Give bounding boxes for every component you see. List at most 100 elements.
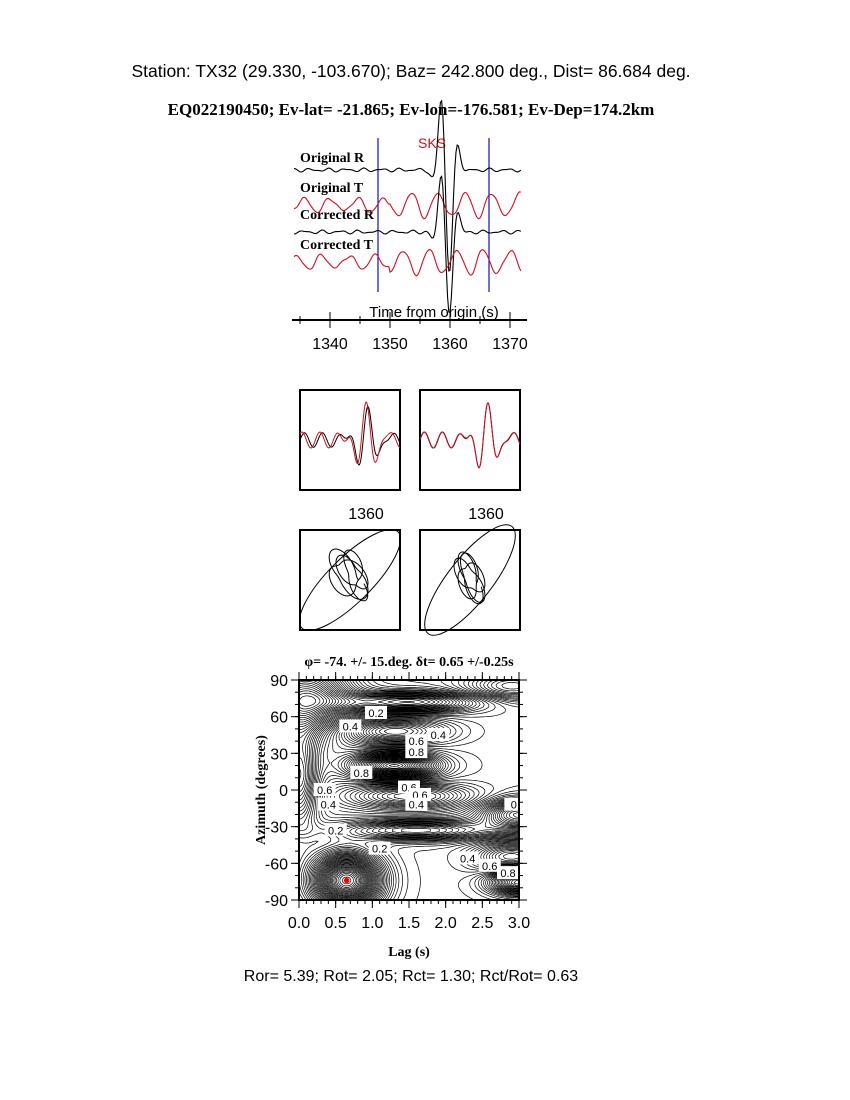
contour-label: 0.8 xyxy=(500,868,515,880)
corrected-particle-frame xyxy=(419,529,521,631)
contour-line xyxy=(299,695,407,896)
tick-label: 1360 xyxy=(432,336,468,353)
seismogram-panel: SKS Original R Original T Corrected R Co… xyxy=(292,99,528,353)
x-axis-label: Lag (s) xyxy=(388,945,430,960)
trace-corrected-t xyxy=(293,249,522,277)
event-title: EQ022190450; Ev-lat= -21.865; Ev-lon=-17… xyxy=(168,100,655,119)
contour-line xyxy=(337,873,356,888)
x-tick-label: 0.5 xyxy=(325,915,347,932)
y-tick-label: 30 xyxy=(270,746,288,763)
contour-line xyxy=(341,876,352,885)
x-tick-label: 3.0 xyxy=(508,915,530,932)
contour-label-bg xyxy=(504,797,527,811)
contour-line xyxy=(336,871,358,890)
tick-label: 1340 xyxy=(312,336,348,353)
series-label: Corrected T xyxy=(300,238,374,253)
y-tick-label: 0 xyxy=(279,783,288,800)
contour-line xyxy=(298,682,520,901)
contour-line xyxy=(298,690,411,898)
contour-label: 0.2 xyxy=(328,825,343,837)
contour-label: 0.2 xyxy=(372,844,387,856)
contour-label: 0.4 xyxy=(460,853,475,865)
best-fit-marker xyxy=(343,877,350,884)
contour-label-bg xyxy=(478,858,501,872)
contour-line xyxy=(328,762,404,895)
y-axis-label: Azimuth (degrees) xyxy=(254,735,269,845)
contour-label-bg xyxy=(405,745,428,759)
y-tick-label: -30 xyxy=(265,820,288,837)
trace-corrected-r xyxy=(293,175,522,313)
contour-line xyxy=(339,874,354,887)
x-tick-label: 2.5 xyxy=(471,915,493,932)
contour-label: 0.4 xyxy=(343,721,358,733)
y-tick-label: 60 xyxy=(270,710,288,727)
tick-label: 1350 xyxy=(372,336,408,353)
contour-label: 0.6 xyxy=(482,861,497,873)
series-label: Original T xyxy=(300,181,364,196)
contour-label-bg xyxy=(497,866,519,880)
trace-original-r xyxy=(293,99,522,272)
particle-motion-path xyxy=(453,551,486,605)
radial-overlay-trace xyxy=(299,405,401,466)
contour-line xyxy=(354,679,520,867)
contour-line xyxy=(339,679,520,869)
contour-title: φ= -74. +/- 15.deg. δt= 0.65 +/-0.25s xyxy=(304,655,514,670)
phase-label: SKS xyxy=(418,135,446,151)
tick-label: 1360 xyxy=(468,506,504,523)
tick-label: 1360 xyxy=(348,506,384,523)
energy-contours: 0.20.40.60.80.80.60.60.40.60.40.20.20.40… xyxy=(298,679,527,901)
contour-line xyxy=(332,868,362,893)
particle-motion-path xyxy=(328,548,369,602)
error-ellipse xyxy=(424,524,516,636)
contour-line xyxy=(329,764,400,895)
x-tick-label: 1.5 xyxy=(398,915,420,932)
contour-label-bg xyxy=(324,823,347,837)
x-tick-label: 2.0 xyxy=(435,915,457,932)
contour-line xyxy=(298,680,520,901)
trace-original-t xyxy=(293,191,522,220)
y-tick-label: 90 xyxy=(270,673,288,690)
contour-label: 0.4 xyxy=(431,730,446,742)
transverse-overlay-trace xyxy=(419,402,521,469)
contour-label-bg xyxy=(313,783,336,796)
time-axis-label: Time from origin (s) xyxy=(369,304,498,321)
transverse-overlay-trace xyxy=(299,401,401,464)
station-title: Station: TX32 (29.330, -103.670); Baz= 2… xyxy=(131,61,690,81)
contour-line xyxy=(298,692,409,897)
contour-label: 0.8 xyxy=(354,768,369,780)
contour-label-bg xyxy=(365,706,387,719)
contour-label-bg xyxy=(350,765,373,779)
contour-label: 0.4 xyxy=(321,800,336,812)
series-label: Original R xyxy=(300,151,365,166)
y-tick-label: -90 xyxy=(265,893,288,910)
contour-label-bg xyxy=(368,841,391,855)
contour-label-bg xyxy=(427,728,450,741)
tick-label: 1370 xyxy=(492,336,528,353)
contour-line xyxy=(333,869,360,892)
contour-line xyxy=(298,684,416,900)
contour-line xyxy=(331,867,363,894)
contour-label: 0.8 xyxy=(409,747,424,759)
contour-label: 0.4 xyxy=(409,800,424,812)
contour-label-bg xyxy=(339,719,362,733)
contour-line xyxy=(334,870,359,891)
contour-line xyxy=(298,688,413,899)
contour-line xyxy=(298,686,414,899)
contour-label-bg xyxy=(409,787,431,801)
x-tick-label: 0.0 xyxy=(288,915,310,932)
series-label: Corrected R xyxy=(300,208,375,223)
contour-label-bg xyxy=(317,797,340,811)
ratio-summary: Ror= 5.39; Rot= 2.05; Rct= 1.30; Rct/Rot… xyxy=(244,968,579,985)
contour-label: 0. xyxy=(511,800,520,812)
y-tick-label: -60 xyxy=(265,856,288,873)
original-particle-frame xyxy=(299,529,401,631)
x-tick-label: 1.0 xyxy=(361,915,383,932)
error-ellipse xyxy=(298,528,402,632)
corrected-overlay-frame xyxy=(419,389,521,491)
contour-label-bg xyxy=(405,734,428,748)
contour-label: 0.2 xyxy=(368,708,383,720)
contour-label: 0.6 xyxy=(317,785,332,797)
contour-label-bg xyxy=(456,851,479,865)
contour-label-bg xyxy=(405,797,428,811)
